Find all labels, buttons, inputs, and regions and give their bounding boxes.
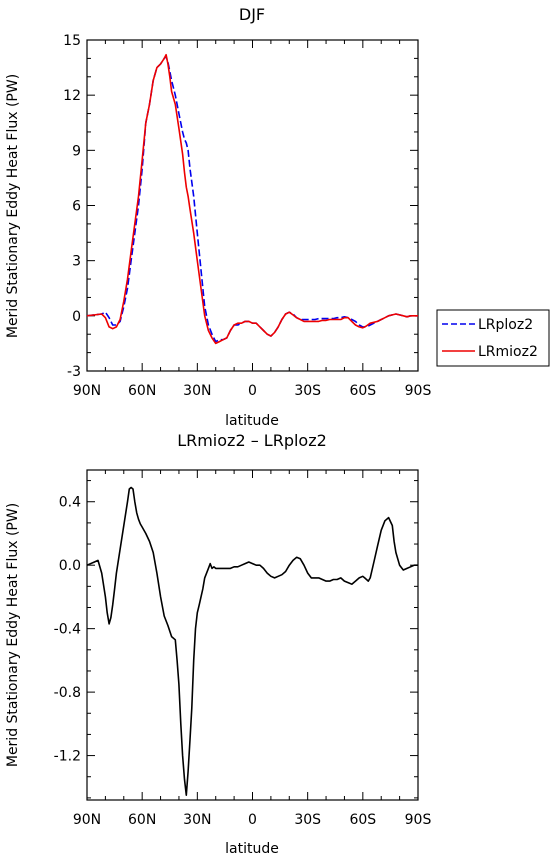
top-series	[86, 53, 418, 345]
x-tick-label: 60N	[128, 812, 156, 828]
x-tick-label: 0	[248, 812, 257, 828]
y-tick-label: 15	[63, 33, 81, 49]
top-panel: DJF 90N 60N 30N 0 30S 60S 90S -3 0 3 6 9 12 15 latitu…	[5, 5, 431, 429]
top-xaxis-label: latitude	[225, 413, 279, 429]
top-tick-labels: 90N 60N 30N 0 30S 60S 90S -3 0 3 6 9 12 15	[63, 33, 431, 399]
bottom-panel: LRmioz2 – LRploz2 90N 60N 30N 0 30S 60S 90S -1.…	[5, 431, 431, 857]
y-tick-label: -3	[67, 364, 81, 380]
bottom-ticks	[86, 470, 419, 800]
top-panel-title: DJF	[239, 5, 265, 24]
y-tick-label: 0	[72, 309, 81, 325]
legend: LRploz2 LRmioz2	[436, 309, 550, 367]
series-line-difference	[86, 486, 418, 796]
x-tick-label: 30S	[294, 383, 321, 399]
y-tick-label: 3	[72, 254, 81, 270]
y-tick-label: 9	[72, 143, 81, 159]
bottom-xaxis-label: latitude	[225, 841, 279, 857]
legend-label-lrmioz2: LRmioz2	[478, 344, 538, 360]
x-tick-label: 90N	[73, 812, 101, 828]
bottom-panel-title: LRmioz2 – LRploz2	[177, 431, 327, 450]
legend-label-lrploz2: LRploz2	[478, 317, 533, 333]
x-tick-label: 90S	[405, 812, 432, 828]
x-tick-label: 60S	[349, 383, 376, 399]
x-tick-label: 90S	[405, 383, 432, 399]
y-tick-label: -0.4	[54, 622, 81, 638]
series-line-lrmioz2	[86, 53, 418, 345]
bottom-series	[86, 486, 418, 796]
y-tick-label: -0.8	[54, 685, 81, 701]
y-tick-label: 6	[72, 199, 81, 215]
x-tick-label: 30N	[183, 383, 211, 399]
y-tick-label: -1.2	[54, 749, 81, 765]
x-tick-label: 60N	[128, 383, 156, 399]
y-tick-label: 0.4	[59, 495, 81, 511]
x-tick-label: 30S	[294, 812, 321, 828]
y-tick-label: 0.0	[59, 558, 81, 574]
series-line-lrploz2	[86, 55, 418, 343]
x-tick-label: 0	[248, 383, 257, 399]
top-yaxis-label: Merid Stationary Eddy Heat Flux (PW)	[5, 74, 21, 338]
x-tick-label: 90N	[73, 383, 101, 399]
bottom-plot-frame	[86, 469, 419, 801]
bottom-yaxis-label: Merid Stationary Eddy Heat Flux (PW)	[5, 503, 21, 767]
y-tick-label: 12	[63, 88, 81, 104]
x-tick-label: 60S	[349, 812, 376, 828]
bottom-tick-labels: 90N 60N 30N 0 30S 60S 90S -1.2 -0.8 -0.4 0.0 0.4	[54, 495, 432, 828]
x-tick-label: 30N	[183, 812, 211, 828]
legend-box	[436, 309, 550, 367]
